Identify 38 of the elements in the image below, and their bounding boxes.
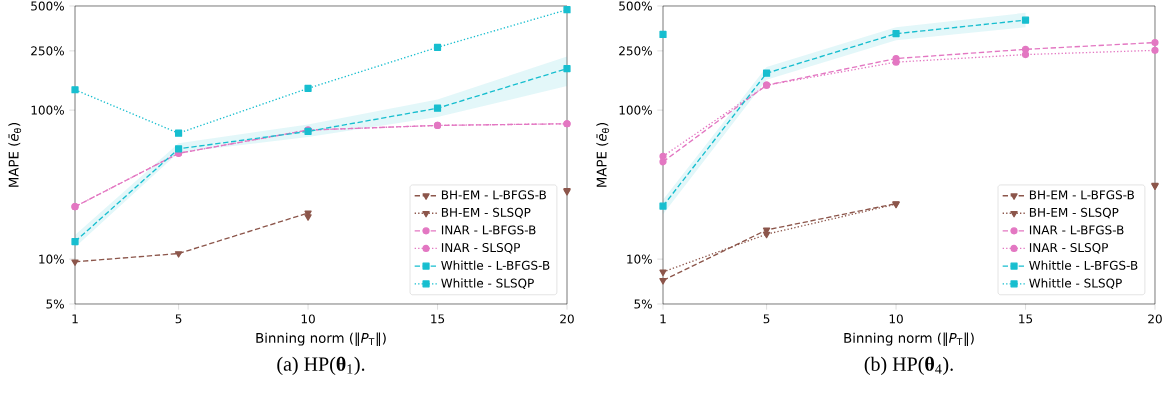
legend-label: INAR - L-BFGS-B	[1029, 225, 1124, 235]
legend-label: Whittle - L-BFGS-B	[441, 260, 550, 270]
y-tick-label: 500%	[619, 1, 652, 11]
x-tick-label: 5	[175, 314, 182, 324]
legend-label: BH-EM - SLSQP	[1029, 207, 1119, 219]
x-tick-label: 20	[560, 314, 574, 324]
x-tick-label: 10	[301, 314, 315, 324]
x-axis-title: Binning norm (‖P$_{T}$‖)	[256, 332, 386, 346]
y-tick-label: 250%	[619, 46, 652, 56]
y-tick-label: 5%	[634, 299, 652, 309]
y-tick-label: 500%	[31, 1, 64, 11]
text: (a) HP(θ$_{1}$).	[277, 356, 365, 375]
y-axis-title: MAPE (ē$_{θ}$)	[596, 122, 610, 187]
legend-label: Whittle - SLSQP	[1029, 278, 1122, 289]
x-tick-label: 15	[1019, 314, 1033, 324]
y-tick-label: 250%	[31, 46, 64, 56]
x-tick-label: 1	[72, 314, 78, 324]
legend-label: BH-EM - L-BFGS-B	[441, 190, 546, 200]
y-tick-label: 10%	[627, 254, 652, 264]
x-tick-label: 20	[1148, 314, 1162, 324]
y-tick-label: 5%	[46, 299, 64, 309]
x-axis-title: Binning norm (‖P$_{T}$‖)	[844, 332, 974, 346]
text: (b) HP(θ$_{4}$).	[864, 356, 953, 375]
legend-label: Whittle - L-BFGS-B	[1029, 260, 1138, 270]
x-tick-label: 10	[889, 314, 903, 324]
legend-label: INAR - SLSQP	[1029, 242, 1108, 254]
legend-label: INAR - L-BFGS-B	[441, 225, 536, 235]
y-tick-label: 100%	[31, 105, 64, 115]
y-tick-label: 10%	[39, 254, 64, 264]
x-tick-label: 1	[660, 314, 666, 324]
legend-label: INAR - SLSQP	[441, 242, 520, 254]
x-tick-label: 15	[431, 314, 445, 324]
y-tick-label: 100%	[619, 105, 652, 115]
legend-label: Whittle - SLSQP	[441, 278, 534, 289]
x-tick-label: 5	[763, 314, 770, 324]
legend-label: BH-EM - SLSQP	[441, 207, 531, 219]
legend-label: BH-EM - L-BFGS-B	[1029, 190, 1134, 200]
y-axis-title: MAPE (ē$_{θ}$)	[8, 122, 22, 187]
